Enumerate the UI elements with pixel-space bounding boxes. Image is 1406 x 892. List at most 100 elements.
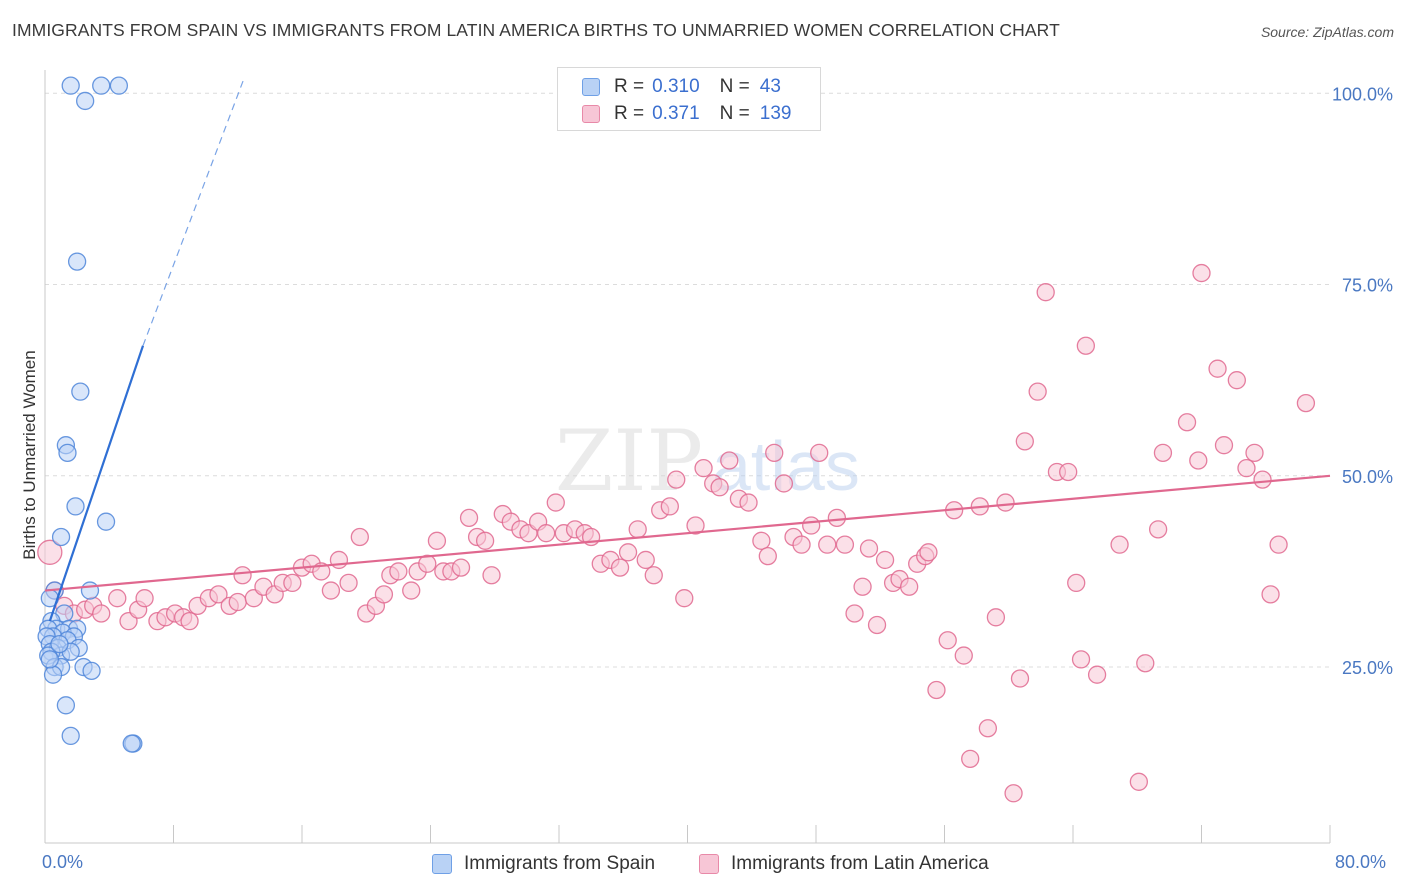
- point-spain: [96, 512, 116, 531]
- point-latin-america: [108, 589, 127, 608]
- bottom-legend-swatch-latin-america: [699, 854, 719, 874]
- point-spain: [56, 696, 76, 715]
- point-latin-america: [1237, 458, 1256, 478]
- point-latin-america: [475, 531, 495, 550]
- y-tick-label: 25.0%: [1342, 658, 1393, 678]
- point-latin-america: [610, 558, 630, 577]
- point-latin-america: [1261, 585, 1280, 604]
- point-spain: [67, 252, 87, 271]
- legend-row-spain: R = 0.310 N = 43: [582, 76, 781, 98]
- bottom-legend-latin-america[interactable]: Immigrants from Latin America: [699, 852, 989, 876]
- point-latin-america: [1071, 650, 1091, 669]
- point-latin-america: [919, 543, 938, 562]
- point-latin-america: [459, 508, 479, 528]
- legend-n-label: N =: [719, 103, 750, 124]
- point-latin-america: [418, 554, 437, 573]
- point-latin-america: [1136, 654, 1155, 673]
- point-latin-america: [209, 585, 228, 604]
- point-latin-america: [1214, 436, 1234, 455]
- point-latin-america: [37, 539, 63, 565]
- point-latin-america: [1153, 443, 1173, 463]
- y-tick-label: 100.0%: [1332, 84, 1393, 104]
- axes: [44, 70, 1331, 844]
- point-latin-america: [644, 566, 663, 585]
- point-spain: [61, 76, 80, 95]
- legend-n-value-spain: 43: [759, 76, 781, 97]
- x-axis-max-label: 80.0%: [1335, 852, 1387, 872]
- point-latin-america: [961, 749, 980, 768]
- point-latin-america: [1129, 772, 1149, 791]
- point-latin-america: [1148, 520, 1168, 539]
- bottom-legend-spain[interactable]: Immigrants from Spain: [432, 852, 655, 876]
- point-latin-america: [845, 604, 864, 623]
- point-latin-america: [350, 527, 369, 547]
- point-latin-america: [675, 589, 694, 608]
- point-latin-america: [938, 631, 957, 650]
- point-latin-america: [686, 516, 705, 535]
- point-spain: [58, 443, 77, 463]
- point-latin-america: [792, 535, 811, 554]
- point-latin-america: [1059, 462, 1078, 482]
- point-latin-america: [810, 443, 829, 463]
- legend-row-latin-america: R = 0.371 N = 139: [582, 103, 791, 125]
- point-latin-america: [451, 558, 471, 577]
- point-latin-america: [618, 543, 638, 562]
- point-latin-america: [228, 592, 247, 612]
- point-latin-america: [859, 539, 879, 558]
- point-latin-america: [1269, 535, 1288, 554]
- point-latin-america: [1010, 669, 1030, 688]
- point-latin-america: [628, 520, 647, 539]
- trend-line-spain-extension: [142, 77, 245, 346]
- point-latin-america: [1227, 371, 1246, 390]
- point-latin-america: [1245, 443, 1264, 463]
- legend-swatch-spain: [582, 78, 600, 96]
- point-latin-america: [1076, 336, 1095, 355]
- bottom-legend-label-latin-america: Immigrants from Latin America: [731, 853, 989, 874]
- point-latin-america: [1253, 470, 1272, 489]
- point-latin-america: [1110, 535, 1129, 554]
- point-latin-america: [774, 474, 794, 493]
- y-axis-label: Births to Unmarried Women: [20, 350, 39, 559]
- point-latin-america: [660, 497, 679, 516]
- trend-lines: [44, 77, 1331, 622]
- point-latin-america: [537, 524, 556, 543]
- point-spain: [40, 650, 59, 669]
- legend-n-value-latin-america: 139: [759, 103, 792, 124]
- point-spain: [122, 734, 141, 753]
- point-latin-america: [827, 508, 847, 528]
- point-latin-america: [1036, 283, 1055, 302]
- point-spain: [92, 76, 111, 95]
- point-spain: [51, 527, 71, 547]
- bottom-legend-swatch-spain: [432, 854, 452, 874]
- point-latin-america: [694, 458, 713, 478]
- point-latin-america: [389, 562, 408, 581]
- point-latin-america: [818, 535, 837, 554]
- data-points: [37, 76, 1316, 803]
- point-latin-america: [1004, 784, 1023, 803]
- point-latin-america: [1189, 451, 1208, 470]
- y-tick-labels: 100.0% 75.0% 50.0% 25.0%: [1332, 84, 1393, 678]
- point-latin-america: [710, 478, 729, 497]
- point-latin-america: [853, 577, 872, 596]
- point-latin-america: [739, 493, 758, 512]
- legend-r-label: R =: [614, 103, 645, 124]
- point-latin-america: [374, 585, 394, 604]
- point-spain: [82, 661, 101, 681]
- point-latin-america: [986, 608, 1006, 627]
- x-axis-min-label: 0.0%: [42, 852, 84, 872]
- chart-title: IMMIGRANTS FROM SPAIN VS IMMIGRANTS FROM…: [12, 20, 1060, 40]
- point-spain: [43, 665, 63, 684]
- point-latin-america: [1208, 359, 1227, 378]
- y-tick-label: 75.0%: [1342, 276, 1393, 296]
- point-spain: [50, 634, 69, 654]
- bottom-legend-label-spain: Immigrants from Spain: [464, 853, 656, 874]
- point-latin-america: [1015, 432, 1034, 451]
- point-latin-america: [867, 615, 887, 635]
- point-latin-america: [667, 470, 686, 489]
- point-latin-america: [546, 493, 565, 512]
- legend-r-value-latin-america: 0.371: [652, 103, 700, 124]
- point-spain: [80, 581, 100, 600]
- point-latin-america: [1067, 573, 1086, 593]
- point-spain: [109, 76, 129, 95]
